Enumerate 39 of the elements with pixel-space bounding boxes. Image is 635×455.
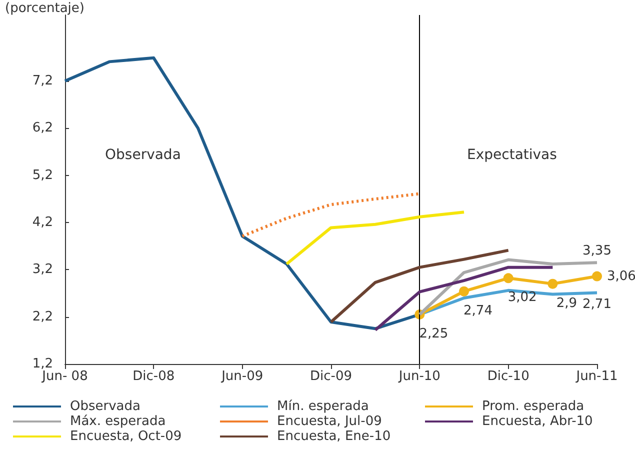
- y-tick-label: 3,2: [32, 262, 53, 278]
- legend-label: Encuesta, Oct-09: [70, 429, 182, 444]
- annotation: Expectativas: [467, 147, 557, 163]
- data-label: 2,71: [582, 296, 612, 312]
- y-tick-label: 7,2: [32, 74, 53, 89]
- point: [548, 278, 558, 289]
- legend-label: Observada: [70, 399, 140, 414]
- x-tick-label: Jun- 08: [41, 369, 88, 384]
- point: [459, 286, 469, 296]
- data-label: 3,02: [508, 290, 537, 306]
- line-series: [330, 248, 510, 324]
- x-tick-label: Jun-09: [220, 369, 264, 384]
- y-tick-label: 5,2: [32, 168, 53, 183]
- y-tick-label: 6,2: [32, 120, 53, 136]
- data-label: 2,25: [419, 326, 448, 342]
- y-tick-label: 1,2: [32, 356, 53, 372]
- x-tick-label: Dic-08: [132, 369, 175, 384]
- legend-label: Encuesta, Jul-09: [277, 414, 382, 429]
- annotation: Observada: [105, 147, 181, 163]
- y-tick-label: 2,2: [32, 309, 53, 324]
- point: [592, 271, 602, 282]
- legend-label: Prom. esperada: [482, 399, 584, 414]
- data-label: 3,06: [607, 268, 635, 284]
- y-tick-label: 4,2: [32, 215, 53, 230]
- data-label: 3,35: [582, 244, 612, 259]
- x-tick-label: Dic-10: [487, 369, 530, 384]
- line-series: [240, 192, 422, 238]
- legend-label: Encuesta, Abr-10: [482, 414, 593, 429]
- legend-label: Máx. esperada: [70, 414, 166, 429]
- line-series: [285, 210, 466, 266]
- data-label: 2,74: [464, 303, 492, 318]
- x-tick-label: Jun-10: [398, 369, 440, 384]
- y-axis-title: (porcentaje): [5, 1, 84, 16]
- point: [503, 273, 514, 284]
- legend-label: Mín. esperada: [277, 399, 369, 414]
- data-label: 2,9: [556, 296, 578, 311]
- x-tick-label: Jun-11: [575, 369, 618, 384]
- legend-label: Encuesta, Ene-10: [277, 429, 391, 444]
- x-tick-label: Dic-09: [310, 369, 352, 384]
